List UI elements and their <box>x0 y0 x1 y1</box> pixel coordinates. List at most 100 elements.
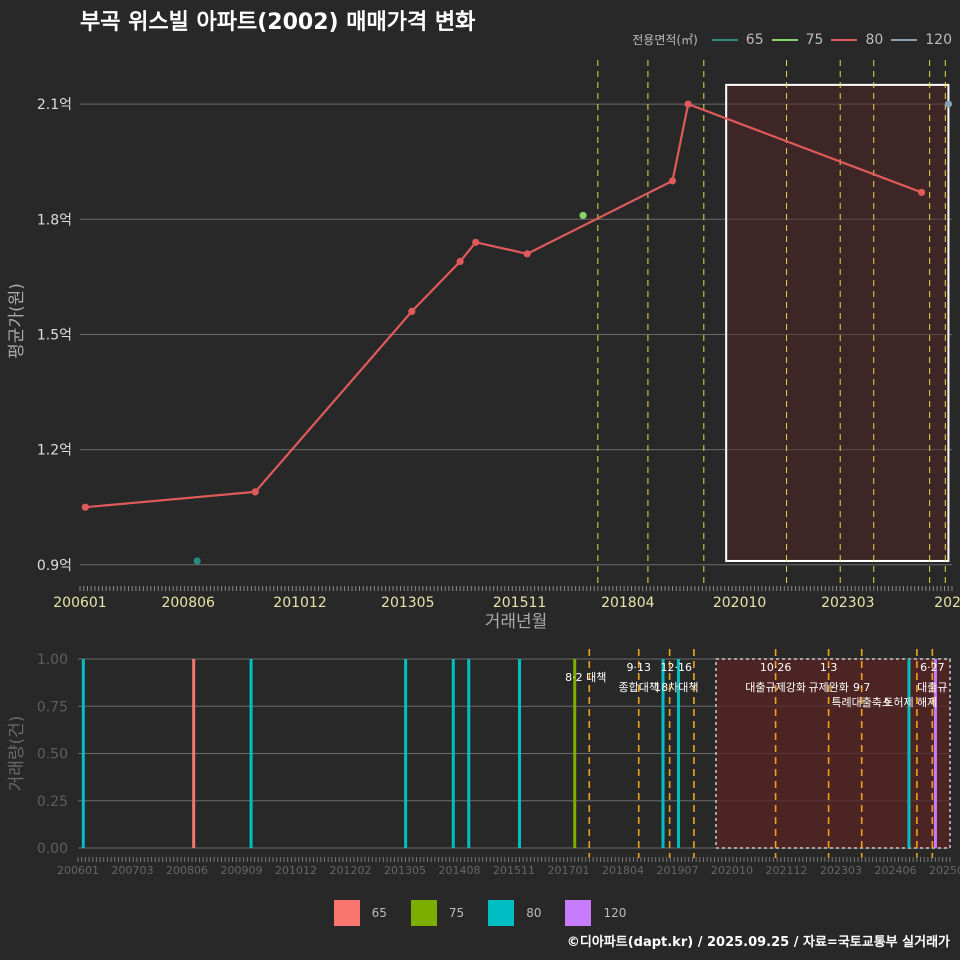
x-axis-title: 거래년월 <box>485 612 548 632</box>
data-point-80 <box>523 250 531 258</box>
legend-item-75: 75 <box>771 31 824 48</box>
volume-bar-120 <box>933 659 937 848</box>
y-tick-label: 1.2억 <box>37 443 72 459</box>
highlight-region <box>725 83 950 562</box>
volume-x-tick-label: 202303 <box>820 864 862 877</box>
policy-annotation: 특례대출축소 <box>831 696 892 709</box>
volume-x-tick-label: 201012 <box>275 864 317 877</box>
volume-y-axis-title: 거래량(건) <box>7 716 27 792</box>
volume-bar-80 <box>518 659 522 848</box>
x-tick-label: 200601 <box>53 595 106 611</box>
volume-legend-item-75: 75 <box>410 900 464 926</box>
data-point-120 <box>944 100 953 108</box>
volume-swatch-120 <box>565 900 592 926</box>
policy-annotation: 10·26 <box>760 661 792 674</box>
legend-line-120 <box>891 38 918 41</box>
x-tick-label: 201012 <box>273 595 326 611</box>
volume-legend-item-80: 80 <box>488 900 541 926</box>
y-tick-label: 2.1억 <box>37 97 72 113</box>
legend-label-80: 80 <box>865 31 884 48</box>
volume-bar-80 <box>907 659 911 848</box>
data-point-80 <box>917 188 926 196</box>
volume-x-tick-label: 202112 <box>766 864 808 877</box>
volume-x-tick-label: 201511 <box>493 864 535 877</box>
policy-annotation: 12·16 <box>661 661 693 674</box>
policy-annotation: 9·13 <box>626 661 651 674</box>
legend-area: 전용면적(㎡) 65 75 80 120 <box>632 31 952 48</box>
legend-title: 전용면적(㎡) <box>632 33 698 47</box>
policy-annotation: 18차대책 <box>654 681 698 694</box>
volume-bar-80 <box>676 659 680 848</box>
volume-y-tick-label: 1.00 <box>37 652 68 668</box>
volume-legend-label-80: 80 <box>526 906 542 920</box>
y-tick-label: 0.9억 <box>37 558 72 574</box>
data-point-80 <box>456 257 464 266</box>
data-point-75 <box>579 211 587 220</box>
data-point-80 <box>668 177 677 185</box>
data-point-80 <box>472 238 480 246</box>
volume-bar-80 <box>404 659 408 848</box>
volume-x-tick-label: 202406 <box>875 864 917 877</box>
data-point-80 <box>684 100 692 108</box>
x-tick-label: 200806 <box>161 595 215 611</box>
y-axis-title: 평균가(원) <box>7 283 27 359</box>
legend-item-65: 65 <box>711 31 764 48</box>
volume-swatch-75 <box>410 900 437 926</box>
legend-label-75: 75 <box>805 31 824 48</box>
volume-bar-80 <box>661 659 665 848</box>
legend-label-65: 65 <box>745 31 764 48</box>
volume-y-tick-label: 0.75 <box>37 699 68 715</box>
policy-annotation: 6·27 <box>920 661 945 674</box>
volume-x-tick-label: 201907 <box>657 864 699 877</box>
volume-x-tick-label: 201408 <box>439 864 481 877</box>
volume-x-tick-label: 201202 <box>330 864 372 877</box>
volume-legend: 65 75 80 120 <box>0 900 960 926</box>
x-tick-label: 202010 <box>713 595 766 611</box>
volume-legend-item-65: 65 <box>333 900 387 926</box>
data-point-65 <box>193 557 201 565</box>
volume-legend-label-120: 120 <box>603 906 627 920</box>
data-point-80 <box>408 307 416 316</box>
x-tick-label: 202303 <box>821 595 874 611</box>
volume-swatch-65 <box>333 900 360 926</box>
legend-line-80 <box>831 38 858 41</box>
x-tick-label: 201305 <box>381 595 434 611</box>
data-point-80 <box>81 503 89 511</box>
x-tick-label: 201511 <box>493 595 546 611</box>
volume-x-tick-label: 200806 <box>166 864 208 877</box>
volume-bar-80 <box>451 659 455 848</box>
policy-annotation: 종합대책 <box>618 681 658 694</box>
volume-highlight-region <box>715 658 951 849</box>
x-tick-label: 2025 <box>934 595 960 611</box>
policy-annotation: 대출규 <box>917 681 947 694</box>
data-point-80 <box>251 488 259 496</box>
volume-x-tick-label: 201701 <box>548 864 590 877</box>
volume-x-tick-label: 200909 <box>221 864 263 877</box>
policy-annotation: 1·3 <box>820 661 838 674</box>
y-tick-label: 1.8억 <box>37 212 72 228</box>
y-tick-label: 1.5억 <box>37 327 72 343</box>
policy-annotation: 9·7 <box>853 681 871 694</box>
volume-y-tick-label: 0.50 <box>37 747 68 763</box>
volume-x-tick-label: 200601 <box>57 864 99 877</box>
footer-credit: ©디아파트(dapt.kr) / 2025.09.25 / 자료=국토교통부 실… <box>566 935 950 950</box>
volume-x-tick-label: 202509 <box>929 864 960 877</box>
volume-legend-label-65: 65 <box>371 906 387 920</box>
volume-swatch-80 <box>488 900 515 926</box>
volume-x-tick-label: 200703 <box>112 864 154 877</box>
volume-x-tick-label: 201804 <box>602 864 644 877</box>
legend-line-65 <box>711 38 738 41</box>
volume-legend-item-120: 120 <box>565 900 626 926</box>
volume-y-tick-label: 0.25 <box>37 794 68 810</box>
policy-annotation: 8·2 대책 <box>565 671 606 684</box>
x-tick-label: 201804 <box>601 595 655 611</box>
volume-bar-80 <box>249 659 253 848</box>
legend-item-120: 120 <box>891 32 952 48</box>
legend-line-75 <box>771 38 798 41</box>
volume-y-tick-label: 0.00 <box>37 841 68 857</box>
page-title: 부곡 위스빌 아파트(2002) 매매가격 변화 <box>80 10 476 35</box>
volume-bar-65 <box>192 659 196 848</box>
volume-bar-80 <box>467 659 471 848</box>
